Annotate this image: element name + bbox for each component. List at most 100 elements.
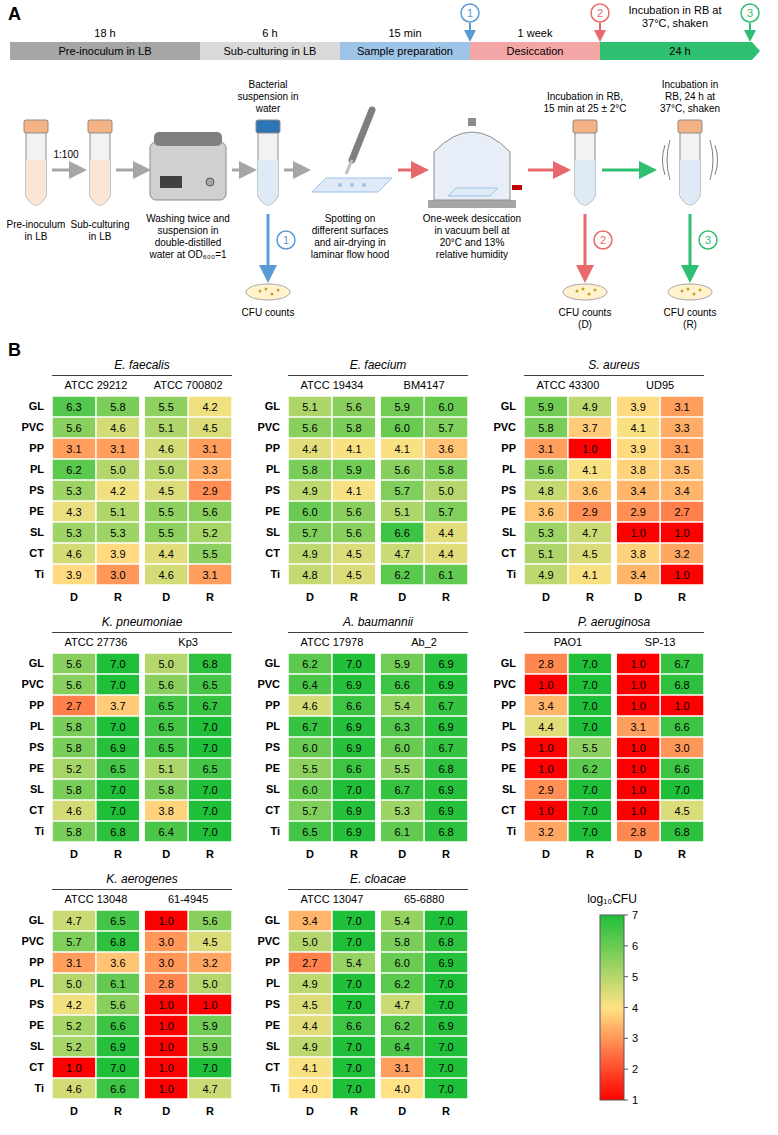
svg-text:7.0: 7.0	[346, 936, 361, 948]
svg-text:PP: PP	[265, 956, 280, 968]
svg-text:5.9: 5.9	[346, 464, 361, 476]
svg-text:5.0: 5.0	[202, 978, 217, 990]
svg-text:PL: PL	[502, 463, 516, 475]
svg-text:3.9: 3.9	[110, 548, 125, 560]
svg-text:Ti: Ti	[270, 825, 280, 837]
svg-text:GL: GL	[265, 400, 281, 412]
svg-text:PS: PS	[265, 741, 280, 753]
svg-text:4.5: 4.5	[346, 569, 361, 581]
svg-text:3.4: 3.4	[630, 485, 645, 497]
svg-text:6.8: 6.8	[674, 679, 689, 691]
svg-text:Spotting ondifferent surfacesa: Spotting ondifferent surfacesand air-dry…	[311, 213, 389, 260]
svg-text:4.7: 4.7	[582, 527, 597, 539]
svg-text:D: D	[542, 591, 550, 603]
svg-text:SL: SL	[266, 1040, 280, 1052]
svg-text:PS: PS	[29, 741, 44, 753]
svg-text:6.6: 6.6	[674, 721, 689, 733]
svg-text:1.0: 1.0	[158, 1062, 173, 1074]
svg-text:3.6: 3.6	[538, 506, 553, 518]
svg-text:CT: CT	[501, 804, 516, 816]
svg-text:CFU counts: CFU counts	[242, 307, 295, 318]
svg-text:4.6: 4.6	[66, 548, 81, 560]
svg-text:5.3: 5.3	[66, 527, 81, 539]
svg-text:4.5: 4.5	[158, 485, 173, 497]
svg-text:6.9: 6.9	[438, 957, 453, 969]
svg-text:6.8: 6.8	[674, 826, 689, 838]
svg-text:5.0: 5.0	[158, 464, 173, 476]
svg-text:5.1: 5.1	[158, 422, 173, 434]
svg-text:5.1: 5.1	[394, 506, 409, 518]
svg-text:5.7: 5.7	[302, 527, 317, 539]
svg-text:4.1: 4.1	[394, 443, 409, 455]
svg-text:Pre-inoculum in LB: Pre-inoculum in LB	[59, 45, 152, 57]
svg-text:R: R	[586, 848, 594, 860]
svg-text:GL: GL	[29, 657, 45, 669]
svg-text:3.4: 3.4	[538, 700, 553, 712]
svg-text:2.9: 2.9	[538, 784, 553, 796]
svg-text:6.7: 6.7	[438, 700, 453, 712]
svg-text:GL: GL	[265, 914, 281, 926]
svg-text:PVC: PVC	[258, 935, 280, 947]
svg-text:4.1: 4.1	[630, 422, 645, 434]
svg-text:3.3: 3.3	[674, 422, 689, 434]
svg-text:3.3: 3.3	[202, 464, 217, 476]
svg-text:6.8: 6.8	[438, 936, 453, 948]
svg-text:CFU counts(R): CFU counts(R)	[664, 307, 717, 330]
svg-text:6.9: 6.9	[346, 742, 361, 754]
svg-text:3.1: 3.1	[66, 957, 81, 969]
svg-text:6.8: 6.8	[110, 936, 125, 948]
svg-text:1: 1	[283, 234, 289, 246]
svg-text:6.3: 6.3	[66, 401, 81, 413]
svg-text:6.9: 6.9	[438, 805, 453, 817]
svg-text:2.9: 2.9	[202, 485, 217, 497]
svg-text:5.7: 5.7	[302, 805, 317, 817]
svg-text:24 h: 24 h	[669, 45, 690, 57]
svg-text:6.0: 6.0	[394, 957, 409, 969]
svg-text:2.9: 2.9	[582, 506, 597, 518]
svg-text:1.0: 1.0	[202, 999, 217, 1011]
svg-text:1 week: 1 week	[518, 27, 553, 39]
svg-text:7.0: 7.0	[202, 784, 217, 796]
svg-text:6.4: 6.4	[302, 679, 317, 691]
svg-text:5.8: 5.8	[158, 784, 173, 796]
svg-text:5.8: 5.8	[302, 464, 317, 476]
svg-text:5.5: 5.5	[394, 763, 409, 775]
svg-text:6.6: 6.6	[394, 679, 409, 691]
svg-text:1.0: 1.0	[538, 742, 553, 754]
svg-text:5.8: 5.8	[66, 721, 81, 733]
svg-text:3.1: 3.1	[538, 443, 553, 455]
svg-text:4.0: 4.0	[394, 1083, 409, 1095]
svg-text:3.5: 3.5	[674, 464, 689, 476]
svg-text:4.7: 4.7	[66, 915, 81, 927]
svg-text:A: A	[8, 4, 21, 24]
svg-text:5.2: 5.2	[66, 763, 81, 775]
svg-text:D: D	[162, 848, 170, 860]
svg-text:6.9: 6.9	[438, 658, 453, 670]
svg-text:R: R	[350, 848, 358, 860]
svg-text:5.8: 5.8	[66, 742, 81, 754]
svg-text:4.7: 4.7	[202, 1083, 217, 1095]
svg-text:4.3: 4.3	[66, 506, 81, 518]
svg-text:6.0: 6.0	[302, 506, 317, 518]
svg-text:1.0: 1.0	[630, 784, 645, 796]
svg-text:3: 3	[632, 1032, 638, 1044]
svg-text:D: D	[162, 591, 170, 603]
svg-text:6.6: 6.6	[346, 700, 361, 712]
svg-text:5.0: 5.0	[302, 936, 317, 948]
svg-text:PP: PP	[265, 699, 280, 711]
svg-text:Sub-culturingin LB: Sub-culturingin LB	[71, 219, 130, 242]
svg-text:6.2: 6.2	[302, 658, 317, 670]
svg-text:6.8: 6.8	[438, 763, 453, 775]
svg-text:7.0: 7.0	[110, 784, 125, 796]
svg-text:6.5: 6.5	[158, 700, 173, 712]
svg-text:R: R	[442, 1105, 450, 1117]
svg-text:SL: SL	[30, 1040, 44, 1052]
svg-text:3.9: 3.9	[630, 401, 645, 413]
svg-text:4.1: 4.1	[346, 485, 361, 497]
svg-text:Ti: Ti	[34, 568, 44, 580]
svg-text:18 h: 18 h	[94, 27, 115, 39]
svg-text:4: 4	[632, 1002, 638, 1014]
svg-text:7: 7	[632, 909, 638, 921]
svg-text:5.6: 5.6	[346, 506, 361, 518]
svg-text:1.0: 1.0	[158, 915, 173, 927]
